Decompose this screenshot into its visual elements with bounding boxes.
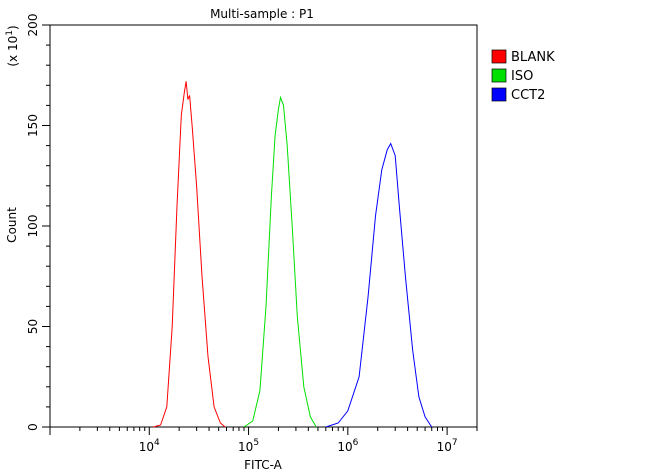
y-axis-multiplier: (x 101) xyxy=(5,25,20,66)
x-tick-base: 10 xyxy=(238,440,253,454)
y-multiplier-text: (x 10 xyxy=(6,36,20,67)
y-axis: 0 50 100 150 200 xyxy=(26,14,50,431)
x-tick-label: 105 xyxy=(238,438,259,454)
x-tick-exp: 5 xyxy=(253,438,259,448)
x-tick-base: 10 xyxy=(437,440,452,454)
y-tick-label: 100 xyxy=(26,215,40,238)
x-tick-exp: 6 xyxy=(353,438,359,448)
legend: BLANK ISO CCT2 xyxy=(491,49,555,103)
series-line-cct2 xyxy=(325,142,433,428)
x-tick-label: 104 xyxy=(139,438,160,454)
y-multiplier-exp: 1 xyxy=(5,30,15,36)
plot-frame xyxy=(49,24,478,428)
x-tick-exp: 4 xyxy=(154,438,160,448)
series-curves xyxy=(153,81,433,428)
legend-swatch-iso xyxy=(491,68,507,83)
x-tick-label: 107 xyxy=(437,438,458,454)
x-axis: 104 105 106 107 xyxy=(49,427,478,454)
series-line-iso xyxy=(243,95,317,428)
y-tick-label: 50 xyxy=(26,319,40,334)
x-tick-base: 10 xyxy=(337,440,352,454)
legend-label-cct2: CCT2 xyxy=(511,88,545,103)
series-line-blank xyxy=(153,81,226,428)
legend-swatch-blank xyxy=(491,49,507,64)
legend-swatch-cct2 xyxy=(491,87,507,102)
y-tick-label: 150 xyxy=(26,114,40,137)
x-tick-exp: 7 xyxy=(452,438,458,448)
x-tick-label: 106 xyxy=(337,438,358,454)
y-tick-label: 200 xyxy=(26,14,40,37)
legend-label-iso: ISO xyxy=(511,69,533,84)
chart-title: Multi-sample : P1 xyxy=(210,7,314,21)
y-axis-label: Count xyxy=(5,207,19,243)
y-multiplier-close: ) xyxy=(6,25,20,30)
legend-label-blank: BLANK xyxy=(511,50,555,65)
y-tick-label: 0 xyxy=(26,423,40,431)
x-axis-label: FITC-A xyxy=(244,458,283,472)
x-tick-base: 10 xyxy=(139,440,154,454)
